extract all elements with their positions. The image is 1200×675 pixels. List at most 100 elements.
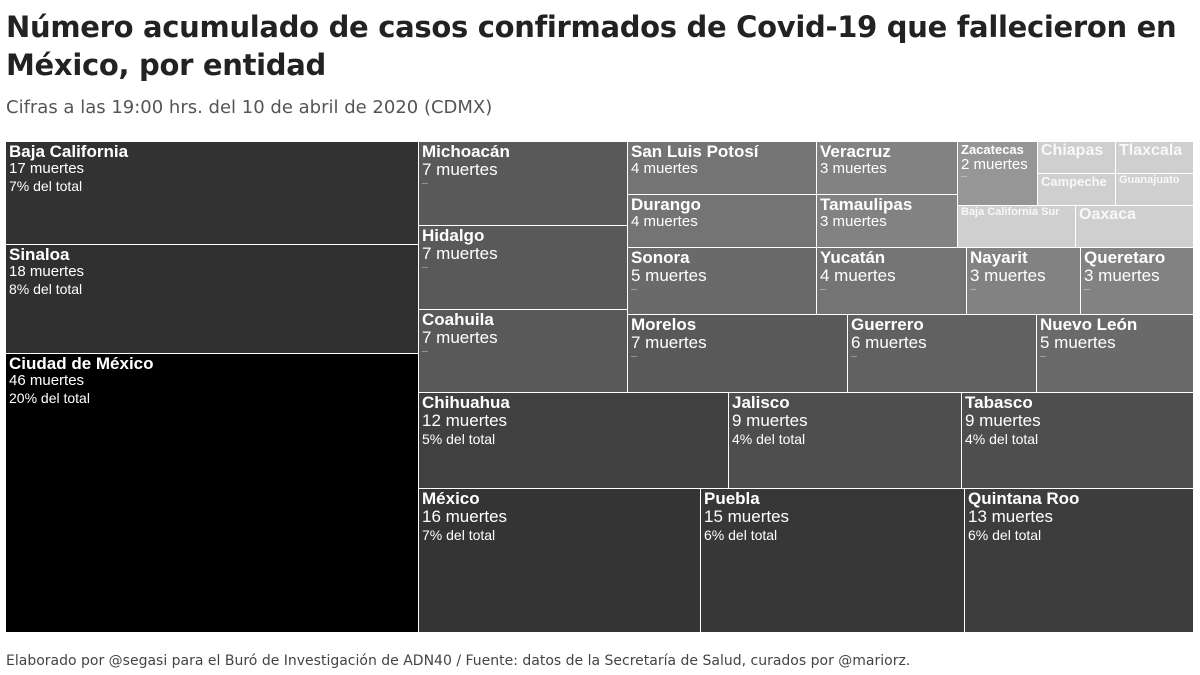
tile-label-name: Sinaloa [9,245,70,264]
treemap-tile-san-luis-potosi: San Luis Potosí 4 muertes [628,142,817,195]
treemap-tile-guanajuato: Guanajuato [1116,174,1194,206]
tile-share-placeholder [422,182,428,184]
treemap-tile-sinaloa: Sinaloa 18 muertes 8% del total [6,245,419,354]
tile-label-name: Tlaxcala [1119,142,1183,159]
treemap-tile-hidalgo: Hidalgo 7 muertes [419,226,628,310]
tile-share-placeholder [851,355,857,357]
tile-label-name: Oaxaca [1079,206,1136,223]
tile-label-name: Nuevo León [1040,315,1138,334]
tile-label-name: San Luis Potosí [631,142,759,161]
tile-label-value: 2 muertes [961,155,1028,173]
tile-label-name: Sonora [631,248,690,267]
tile-label-value: 7 muertes [422,327,498,347]
tile-label-name: Campeche [1041,174,1107,189]
treemap-tile-mexico: México 16 muertes 7% del total [419,489,701,633]
treemap-tile-nuevo-leon: Nuevo León 5 muertes [1037,315,1194,393]
treemap-tile-guerrero: Guerrero 6 muertes [848,315,1037,393]
treemap-tile-tabasco: Tabasco 9 muertes 4% del total [962,393,1194,489]
tile-label-share: 20% del total [9,389,90,406]
tile-label-name: Jalisco [732,393,790,412]
tile-label-name: Durango [631,195,701,214]
tile-label-share: 6% del total [704,526,778,543]
tile-label-name: Morelos [631,315,697,334]
tile-label-value: 3 muertes [970,265,1046,285]
treemap-chart: Baja California 17 muertes 7% del total Sin… [6,142,1194,633]
tile-label-share: 8% del total [9,280,83,297]
treemap-tile-durango: Durango 4 muertes [628,195,817,248]
tile-label-share: 7% del total [9,177,83,194]
tile-label-name: Queretaro [1084,248,1166,267]
treemap-tile-coahuila: Coahuila 7 muertes [419,310,628,393]
tile-share-placeholder [631,288,637,290]
tile-label-name: Guanajuato [1119,174,1180,186]
tile-label-name: Guerrero [851,315,924,334]
tile-label-name: Michoacán [422,142,510,161]
tile-label-name: Veracruz [820,142,891,161]
treemap-tile-quintana-roo: Quintana Roo 13 muertes 6% del total [965,489,1194,633]
tile-share-placeholder [820,288,826,290]
treemap-tile-queretaro: Queretaro 3 muertes [1081,248,1194,315]
treemap-tile-yucatan: Yucatán 4 muertes [817,248,967,315]
tile-label-share: 7% del total [422,526,496,543]
tile-share-placeholder [422,350,428,352]
tile-label-name: México [422,489,480,508]
treemap-tile-zacatecas: Zacatecas 2 muertes [958,142,1038,206]
tile-label-value: 17 muertes [9,159,85,177]
tile-label-value: 6 muertes [851,332,927,352]
treemap-tile-morelos: Morelos 7 muertes [628,315,848,393]
treemap-tile-oaxaca: Oaxaca [1076,206,1194,248]
tile-label-name: Hidalgo [422,226,485,245]
treemap-tile-tlaxcala: Tlaxcala [1116,142,1194,174]
treemap-tile-sonora: Sonora 5 muertes [628,248,817,315]
tile-share-placeholder [631,355,637,357]
tile-share-placeholder [422,266,428,268]
tile-label-value: 7 muertes [422,243,498,263]
tile-label-name: Zacatecas [961,142,1024,157]
tile-label-name: Baja California Sur [961,206,1060,218]
treemap-tile-ciudad-de-mexico: Ciudad de México 46 muertes 20% del total [6,354,419,633]
tile-label-value: 9 muertes [732,410,808,430]
tile-label-share: 5% del total [422,430,496,447]
tile-label-value: 5 muertes [631,265,707,285]
tile-label-name: Tamaulipas [820,195,913,214]
treemap-tile-chiapas: Chiapas [1038,142,1116,174]
tile-label-value: 16 muertes [422,506,508,526]
tile-label-value: 5 muertes [1040,332,1116,352]
tile-label-value: 7 muertes [631,332,707,352]
tile-share-placeholder [1084,288,1090,290]
tile-label-value: 4 muertes [631,212,698,230]
tile-label-name: Chiapas [1041,142,1104,159]
tile-label-name: Tabasco [965,393,1033,412]
tile-label-share: 4% del total [732,430,806,447]
tile-label-value: 12 muertes [422,410,508,430]
tile-label-name: Nayarit [970,248,1028,267]
tile-share-placeholder [1040,355,1046,357]
tile-label-value: 4 muertes [820,265,896,285]
tile-label-name: Baja California [9,142,129,161]
treemap-tile-nayarit: Nayarit 3 muertes [967,248,1081,315]
tile-label-value: 18 muertes [9,262,85,280]
tile-label-value: 15 muertes [704,506,790,526]
tile-label-value: 3 muertes [820,159,887,177]
treemap-tile-chihuahua: Chihuahua 12 muertes 5% del total [419,393,729,489]
chart-subtitle: Cifras a las 19:00 hrs. del 10 de abril … [6,97,493,118]
tile-label-name: Coahuila [422,310,494,329]
tile-share-placeholder [970,288,976,290]
treemap-tile-veracruz: Veracruz 3 muertes [817,142,958,195]
tile-label-value: 13 muertes [968,506,1054,526]
tile-label-name: Puebla [704,489,760,508]
treemap-tile-baja-california: Baja California 17 muertes 7% del total [6,142,419,245]
treemap-tile-michoacan: Michoacán 7 muertes [419,142,628,226]
chart-title: Número acumulado de casos confirmados de… [6,10,1177,82]
source-credit: Elaborado por @segasi para el Buró de In… [6,653,911,669]
tile-label-value: 7 muertes [422,159,498,179]
treemap-tile-baja-california-sur: Baja California Sur [958,206,1076,248]
tile-label-name: Chihuahua [422,393,510,412]
tile-label-value: 9 muertes [965,410,1041,430]
tile-label-value: 3 muertes [1084,265,1160,285]
tile-label-share: 4% del total [965,430,1039,447]
tile-label-share: 6% del total [968,526,1042,543]
tile-label-name: Yucatán [820,248,886,267]
tile-label-value: 46 muertes [9,371,85,389]
tile-share-placeholder [961,176,967,178]
